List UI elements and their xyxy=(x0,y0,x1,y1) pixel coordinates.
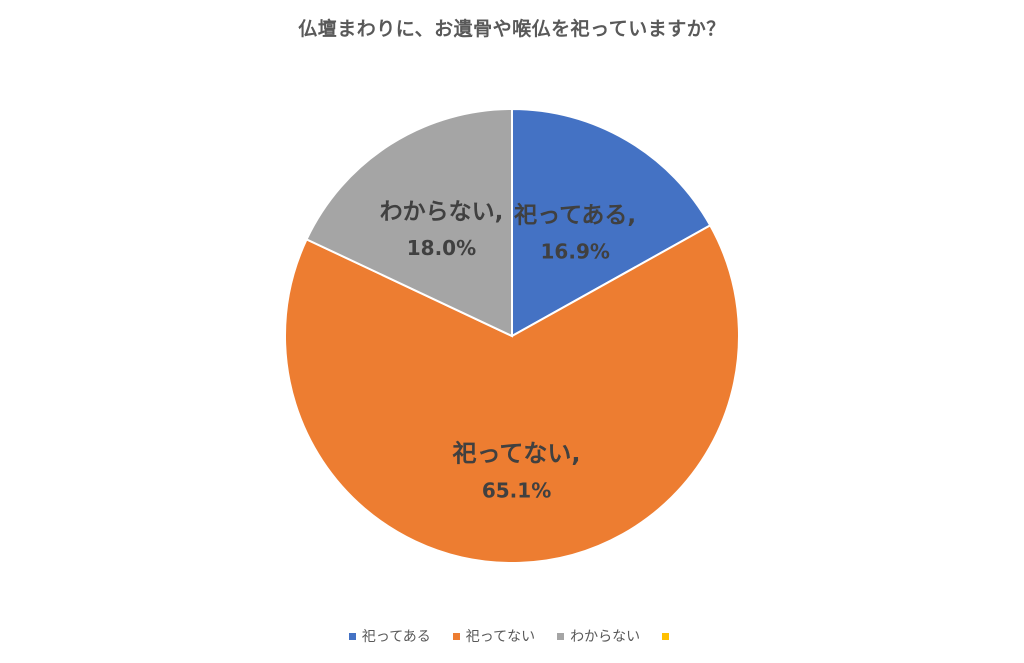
pie-chart: 祀ってある, 16.9% 祀ってない, 65.1% わからない, 18.0% xyxy=(284,107,740,564)
legend-label-2: わからない xyxy=(570,629,641,645)
slice-name-label-1: 祀ってない, xyxy=(452,440,581,468)
legend-item-3[interactable] xyxy=(662,632,675,640)
legend-label-0: 祀ってある xyxy=(361,629,431,645)
pie-slice-2[interactable] xyxy=(305,107,513,338)
slice-name-label-0: 祀ってある, xyxy=(513,201,636,228)
legend-item-1[interactable]: 祀ってない xyxy=(452,626,536,646)
pie-labels: 祀ってある, 16.9% 祀ってない, 65.1% わからない, 18.0% xyxy=(380,199,637,503)
legend-item-0[interactable]: 祀ってある xyxy=(348,626,431,646)
chart-title: 仏壇まわりに、お遺骨や喉仏を祀っていますか？ xyxy=(298,18,726,40)
pie-slices xyxy=(284,107,740,564)
slice-name-label-2: わからない, xyxy=(380,199,504,225)
legend-item-2[interactable]: わからない xyxy=(557,626,640,646)
legend-label-1: 祀ってない xyxy=(465,629,536,645)
legend-swatch-2 xyxy=(557,632,565,640)
pie-slice-1[interactable] xyxy=(284,224,740,564)
legend-swatch-3 xyxy=(662,632,670,640)
slice-value-label-2: 18.0% xyxy=(407,236,476,260)
pie-slice-0[interactable] xyxy=(511,107,712,338)
slice-value-label-1: 65.1% xyxy=(482,479,551,503)
legend-swatch-0 xyxy=(348,632,356,640)
slice-value-label-0: 16.9% xyxy=(541,239,610,263)
legend-swatch-1 xyxy=(452,632,460,640)
chart-legend: 祀ってある 祀ってない わからない xyxy=(0,626,1024,646)
